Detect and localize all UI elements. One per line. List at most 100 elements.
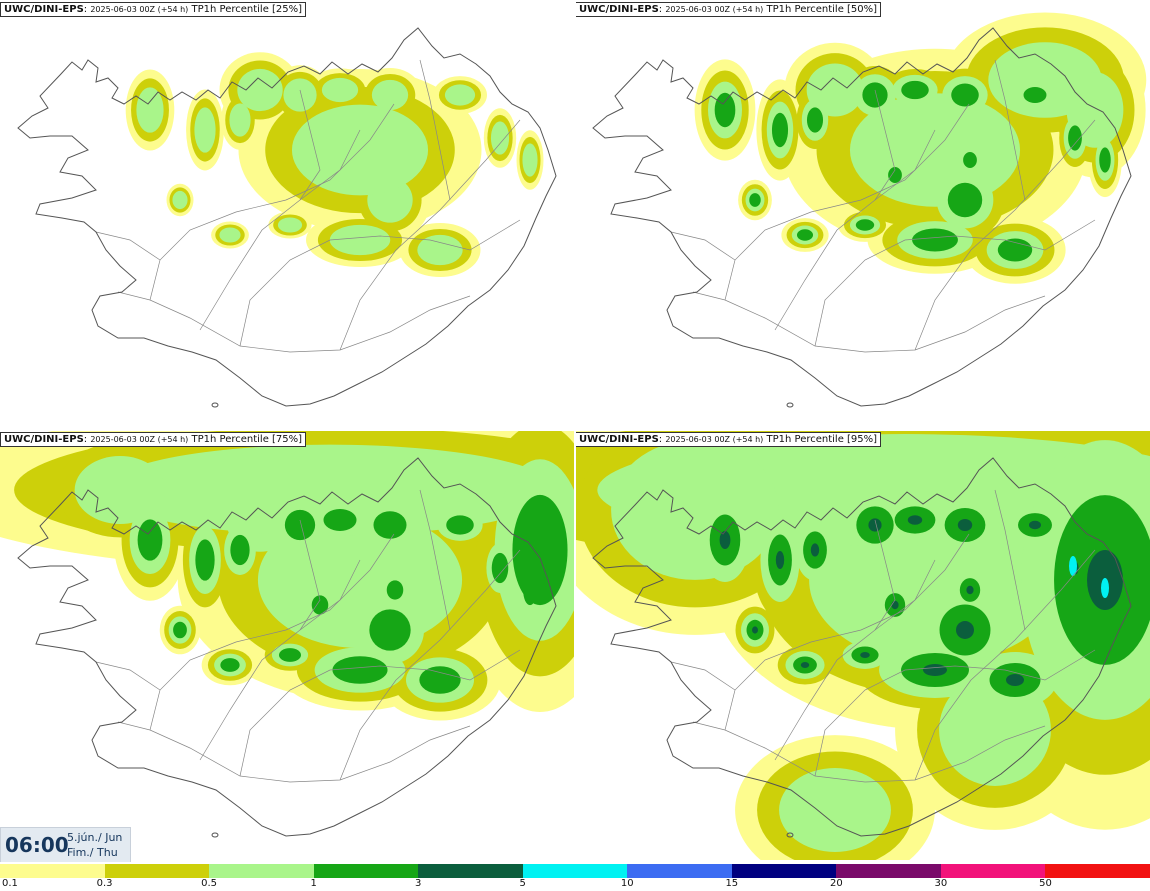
precip-contour [800, 662, 810, 668]
precip-contour [860, 652, 870, 658]
island-outline [211, 832, 219, 838]
legend-label: 3 [414, 878, 422, 889]
precip-contour [444, 84, 476, 106]
precip-contour [1099, 147, 1111, 173]
precip-contour [369, 609, 411, 651]
precip-contour [752, 626, 758, 634]
precip-contour [1101, 578, 1109, 598]
precip-contour [939, 674, 1051, 786]
precip-contour [810, 543, 820, 557]
legend-label: 0.5 [201, 878, 218, 889]
precip-contour [719, 531, 731, 549]
map-panel-p95: UWC/DINI-EPS: 2025-06-03 00Z (+54 h) TP1… [575, 430, 1150, 860]
precip-contour [806, 107, 824, 133]
legend-swatch [313, 864, 420, 878]
precip-contour [173, 621, 187, 639]
panel-title: UWC/DINI-EPS: 2025-06-03 00Z (+54 h) TP1… [575, 2, 882, 17]
legend-label: 1 [310, 878, 317, 889]
precip-contour [1006, 674, 1024, 686]
precip-contour [74, 455, 166, 525]
coastline [592, 27, 1132, 407]
valid-date: 5.jún./ Jun [67, 831, 123, 844]
precip-contour [901, 80, 929, 100]
coastline [592, 457, 1132, 837]
precip-contour [912, 228, 958, 252]
panel-title: UWC/DINI-EPS: 2025-06-03 00Z (+54 h) TP1… [0, 432, 307, 447]
precip-contour [219, 227, 241, 243]
legend-swatch [522, 864, 629, 878]
precip-contour [283, 78, 317, 112]
legend-swatch [627, 864, 733, 878]
precip-contour [419, 666, 461, 694]
valid-time-box: 06:00 5.jún./ Jun Fim./ Thu [0, 827, 131, 863]
color-scale-legend: 0.1 0.3 0.5 1 3 5 10 15 20 30 50 [0, 862, 1150, 891]
precip-contour [957, 519, 973, 531]
road-network [670, 489, 1096, 783]
precip-contour [956, 621, 974, 639]
precip-contour [947, 182, 983, 218]
precip-contour [891, 600, 899, 610]
precip-contour [278, 648, 302, 662]
island-outline [786, 832, 794, 838]
legend-swatch [209, 864, 315, 878]
precip-contour [1069, 556, 1077, 576]
precip-contour [195, 539, 215, 581]
precip-contour [1068, 125, 1082, 151]
precip-contour [277, 217, 303, 233]
precip-contour [966, 585, 974, 595]
precip-contour [749, 193, 761, 207]
precip-contour [907, 515, 923, 525]
precip-contour [417, 234, 463, 266]
legend-swatch [1045, 864, 1150, 878]
precip-contour [371, 79, 409, 111]
precip-contour [332, 656, 388, 684]
coastline [17, 457, 557, 837]
road-network [95, 489, 521, 783]
panel-divider [0, 429, 1150, 431]
precip-contour [611, 440, 779, 580]
legend-label: 50 [1039, 878, 1052, 889]
precip-field [0, 430, 575, 721]
precip-contour [796, 229, 814, 241]
panel-title: UWC/DINI-EPS: 2025-06-03 00Z (+54 h) TP1… [575, 432, 882, 447]
precip-contour [951, 83, 979, 107]
precip-contour [775, 551, 785, 569]
precip-contour [194, 107, 216, 153]
map-panel-p75: UWC/DINI-EPS: 2025-06-03 00Z (+54 h) TP1… [0, 430, 575, 860]
precip-contour [522, 143, 538, 177]
precip-contour [714, 92, 736, 128]
precip-contour [862, 82, 888, 108]
precip-contour [491, 552, 509, 584]
precip-contour [229, 103, 251, 137]
legend-label: 0.3 [96, 878, 113, 889]
valid-weekday: Fim./ Thu [67, 846, 118, 859]
legend-swatch [418, 864, 524, 878]
precip-contour [386, 580, 404, 600]
coastline [17, 27, 557, 407]
legend-label: 0.1 [2, 878, 18, 889]
legend-swatch [836, 864, 942, 878]
precip-contour [1066, 72, 1124, 148]
valid-hour: 06:00 [5, 833, 69, 857]
precip-contour [923, 664, 947, 676]
precip-contour [779, 768, 891, 852]
precip-map [575, 430, 1150, 860]
precip-contour [997, 238, 1033, 262]
map-panel-p50: UWC/DINI-EPS: 2025-06-03 00Z (+54 h) TP1… [575, 0, 1150, 430]
precip-contour [137, 519, 163, 561]
legend-swatch [0, 864, 106, 878]
precip-map [592, 12, 1147, 408]
legend-label: 30 [934, 878, 948, 889]
precip-field [575, 430, 1150, 860]
precip-contour [136, 87, 164, 133]
precip-contour [284, 509, 316, 541]
precip-contour [446, 515, 474, 535]
legend-label: 20 [829, 878, 843, 889]
precip-contour [1029, 520, 1041, 530]
legend-label: 5 [519, 878, 526, 889]
legend-swatch [731, 864, 838, 878]
road-network [670, 59, 1096, 353]
precip-map [17, 27, 557, 408]
precip-contour [373, 511, 407, 539]
panel-title: UWC/DINI-EPS: 2025-06-03 00Z (+54 h) TP1… [0, 2, 307, 17]
